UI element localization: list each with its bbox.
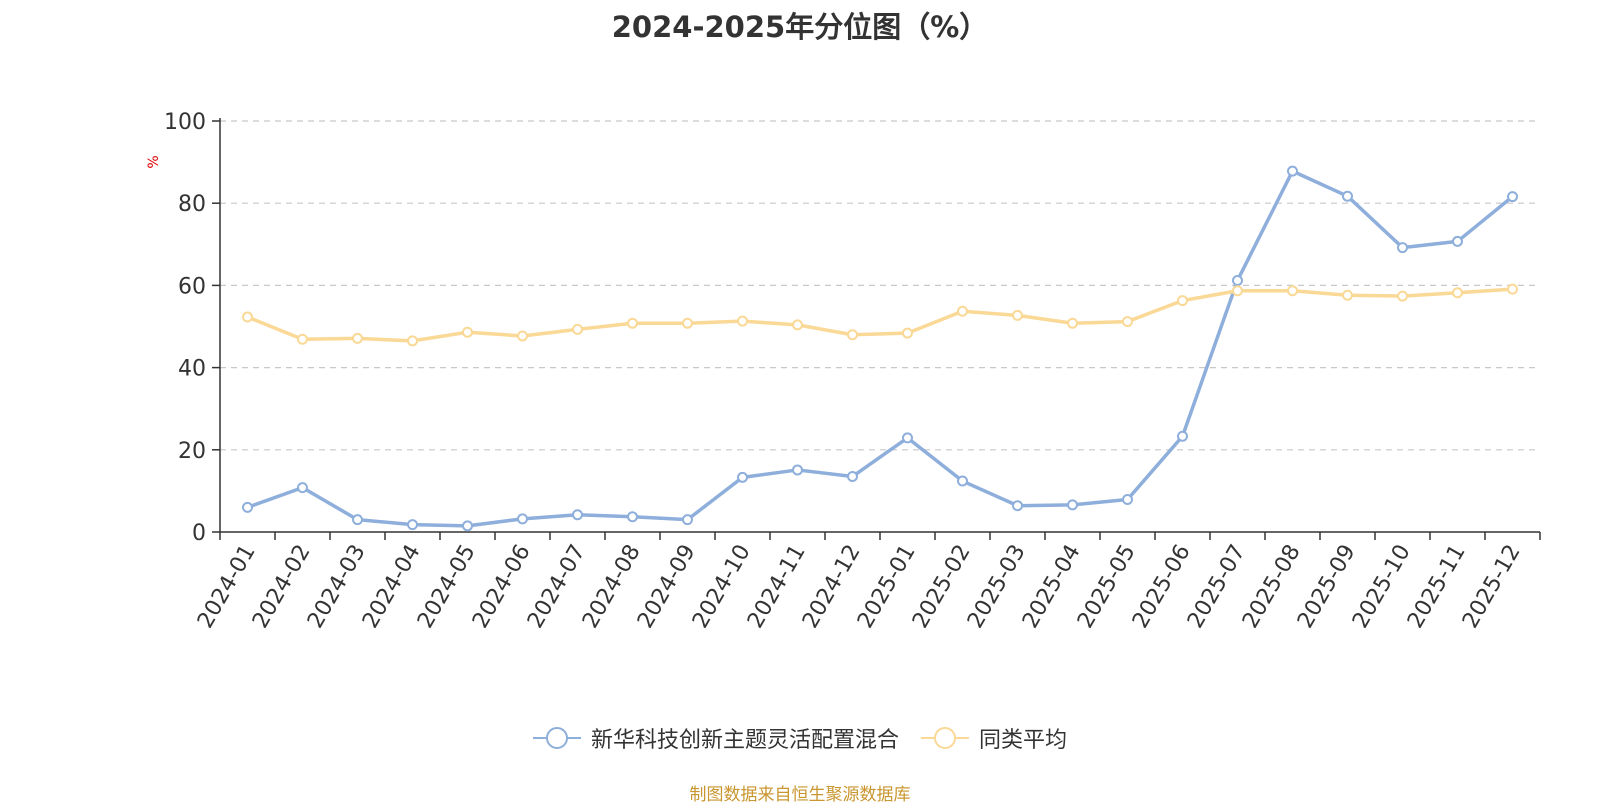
legend: 新华科技创新主题灵活配置混合 同类平均 bbox=[0, 722, 1600, 754]
data-point-series-2 bbox=[737, 315, 748, 327]
data-point-series-1 bbox=[462, 520, 473, 532]
data-point-series-2 bbox=[1287, 285, 1298, 297]
data-point-series-2 bbox=[1397, 290, 1408, 302]
data-point-series-2 bbox=[902, 327, 913, 339]
data-point-series-2 bbox=[297, 333, 308, 345]
data-point-series-1 bbox=[297, 482, 308, 494]
data-point-series-2 bbox=[1067, 317, 1078, 329]
data-point-series-2 bbox=[407, 335, 418, 347]
data-point-series-1 bbox=[1342, 190, 1353, 202]
data-point-series-2 bbox=[847, 329, 858, 341]
data-point-series-1 bbox=[242, 501, 253, 513]
legend-item-series-2[interactable]: 同类平均 bbox=[921, 722, 1067, 754]
data-point-series-1 bbox=[1012, 500, 1023, 512]
data-point-series-2 bbox=[792, 319, 803, 331]
data-point-series-2 bbox=[1452, 287, 1463, 299]
y-axis-label: % bbox=[146, 155, 162, 168]
data-point-series-2 bbox=[517, 330, 528, 342]
data-point-series-1 bbox=[1452, 235, 1463, 247]
data-point-series-2 bbox=[1507, 283, 1518, 295]
data-point-series-1 bbox=[572, 509, 583, 521]
legend-label-series-2: 同类平均 bbox=[979, 728, 1068, 753]
data-point-series-1 bbox=[1177, 430, 1188, 442]
chart-title: 2024-2025年分位图（%） bbox=[611, 10, 989, 44]
data-point-series-2 bbox=[682, 317, 693, 329]
data-point-series-2 bbox=[1342, 289, 1353, 301]
data-point-series-1 bbox=[517, 513, 528, 525]
data-point-series-1 bbox=[1397, 242, 1408, 254]
legend-marker-icon bbox=[532, 727, 581, 749]
data-point-series-1 bbox=[1232, 274, 1243, 286]
data-point-series-1 bbox=[1067, 499, 1078, 511]
data-point-series-2 bbox=[242, 311, 253, 323]
grid-lines bbox=[220, 120, 1540, 451]
y-tick-label: 40 bbox=[178, 357, 206, 382]
data-point-series-1 bbox=[352, 514, 363, 526]
data-point-series-2 bbox=[462, 326, 473, 338]
data-point-series-2 bbox=[352, 332, 363, 344]
data-point-series-1 bbox=[682, 514, 693, 526]
series-line-2 bbox=[246, 287, 1513, 343]
data-point-series-1 bbox=[627, 511, 638, 523]
data-point-series-1 bbox=[1287, 165, 1298, 177]
data-point-series-2 bbox=[1232, 285, 1243, 297]
series-lines bbox=[242, 165, 1518, 532]
legend-marker-icon bbox=[921, 727, 969, 749]
data-point-series-1 bbox=[957, 475, 968, 487]
y-tick-label: 80 bbox=[178, 192, 206, 217]
data-point-series-2 bbox=[572, 323, 583, 335]
legend-item-series-1[interactable]: 新华科技创新主题灵活配置混合 bbox=[532, 722, 899, 754]
data-point-series-1 bbox=[1122, 494, 1133, 506]
data-point-series-1 bbox=[737, 471, 748, 483]
y-tick-label: 100 bbox=[164, 110, 206, 135]
source-note: 制图数据来自恒生聚源数据库 bbox=[689, 785, 911, 805]
data-point-series-1 bbox=[792, 464, 803, 476]
data-point-series-2 bbox=[1122, 316, 1133, 328]
series-line-1 bbox=[246, 169, 1514, 528]
data-point-series-1 bbox=[407, 519, 418, 531]
data-point-series-2 bbox=[957, 305, 968, 317]
data-point-series-1 bbox=[1507, 191, 1518, 203]
y-tick-label: 20 bbox=[178, 439, 206, 464]
data-point-series-2 bbox=[1012, 309, 1023, 321]
data-point-series-1 bbox=[847, 471, 858, 483]
y-tick-label: 60 bbox=[178, 274, 206, 299]
data-point-series-1 bbox=[902, 432, 913, 444]
data-point-series-2 bbox=[1177, 295, 1188, 307]
y-tick-label: 0 bbox=[192, 521, 206, 546]
legend-label-series-1: 新华科技创新主题灵活配置混合 bbox=[590, 728, 899, 753]
data-point-series-2 bbox=[627, 317, 638, 329]
